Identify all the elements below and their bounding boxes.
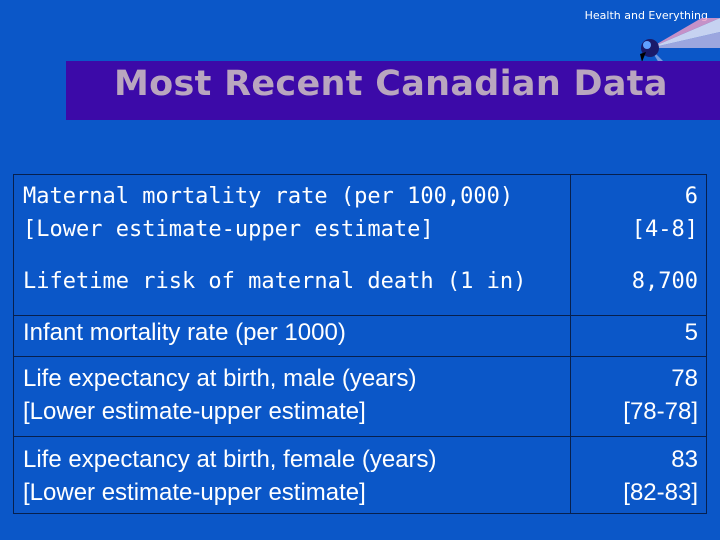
row-label: Infant mortality rate (per 1000): [23, 319, 346, 346]
row-label: Lifetime risk of maternal death (1 in): [23, 269, 527, 294]
row-value: 78: [671, 365, 698, 392]
row-label: Life expectancy at birth, female (years): [23, 446, 437, 473]
row-value: 83: [671, 446, 698, 473]
title-bar: [66, 61, 720, 120]
row-divider: [14, 356, 706, 357]
row-divider: [14, 315, 706, 316]
row-label-sub: [Lower estimate-upper estimate]: [23, 398, 366, 425]
row-label: Life expectancy at birth, male (years): [23, 365, 417, 392]
header-label: Health and Everything: [584, 9, 708, 22]
row-label-sub: [Lower estimate-upper estimate]: [23, 479, 366, 506]
row-value-sub: [82-83]: [623, 479, 698, 506]
row-label-sub: [Lower estimate-upper estimate]: [23, 217, 434, 242]
row-divider: [14, 436, 706, 437]
data-table: Maternal mortality rate (per 100,000) [L…: [13, 174, 707, 514]
page-title: Most Recent Canadian Data: [114, 64, 668, 104]
row-value-sub: [78-78]: [623, 398, 698, 425]
row-value: 6: [684, 184, 698, 209]
row-value: 5: [684, 319, 698, 346]
column-divider: [570, 175, 571, 514]
row-value-sub: [4-8]: [631, 217, 698, 242]
row-label: Maternal mortality rate (per 100,000): [23, 184, 514, 209]
row-value: 8,700: [631, 269, 698, 294]
